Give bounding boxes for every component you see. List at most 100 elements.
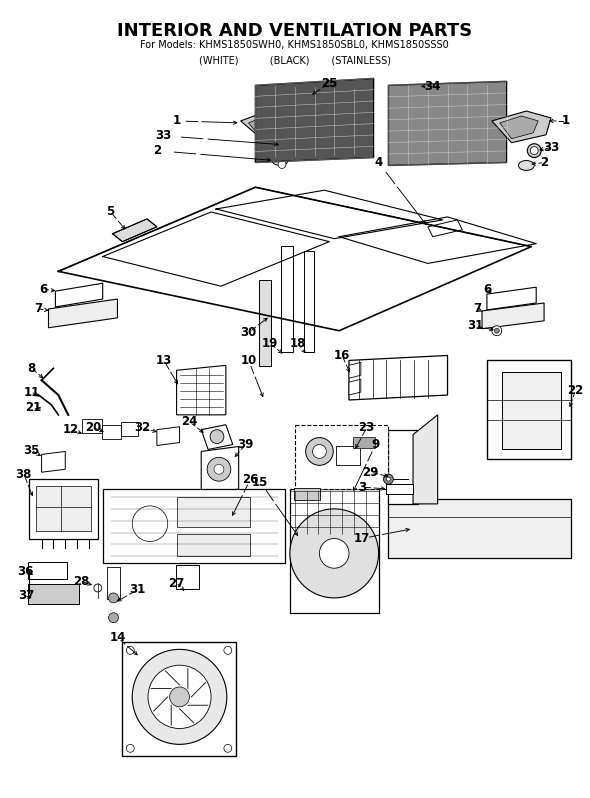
Polygon shape (48, 299, 117, 328)
Circle shape (278, 160, 286, 168)
Text: 15: 15 (252, 476, 268, 488)
Polygon shape (295, 425, 388, 489)
FancyBboxPatch shape (260, 280, 271, 366)
Polygon shape (157, 427, 179, 445)
Text: 12: 12 (63, 423, 79, 437)
Text: For Models: KHMS1850SWH0, KHMS1850SBL0, KHMS1850SSS0: For Models: KHMS1850SWH0, KHMS1850SBL0, … (140, 40, 449, 49)
Polygon shape (413, 415, 438, 504)
Text: 25: 25 (321, 77, 337, 90)
FancyBboxPatch shape (336, 445, 360, 465)
Polygon shape (388, 429, 418, 504)
Text: 32: 32 (134, 421, 150, 434)
Polygon shape (201, 425, 232, 449)
Text: 17: 17 (353, 532, 370, 545)
Text: 11: 11 (24, 385, 40, 398)
Circle shape (132, 650, 227, 745)
Circle shape (109, 593, 119, 602)
FancyBboxPatch shape (28, 584, 79, 604)
Polygon shape (487, 361, 571, 460)
Polygon shape (492, 111, 551, 143)
FancyBboxPatch shape (294, 488, 320, 500)
Text: 38: 38 (16, 468, 32, 480)
Circle shape (126, 646, 134, 654)
Text: 36: 36 (18, 565, 34, 578)
Text: 18: 18 (290, 337, 306, 350)
Text: 28: 28 (73, 575, 89, 587)
Text: (WHITE)          (BLACK)       (STAINLESS): (WHITE) (BLACK) (STAINLESS) (199, 56, 391, 65)
Text: 23: 23 (359, 421, 375, 434)
Text: 29: 29 (362, 466, 379, 479)
Text: 14: 14 (109, 631, 126, 644)
Circle shape (290, 509, 379, 598)
FancyBboxPatch shape (82, 419, 101, 433)
Polygon shape (248, 115, 283, 135)
Text: 7: 7 (35, 302, 42, 315)
Circle shape (224, 646, 232, 654)
Polygon shape (176, 365, 226, 415)
FancyBboxPatch shape (122, 422, 138, 436)
Circle shape (384, 474, 394, 484)
Circle shape (492, 326, 502, 336)
Text: 33: 33 (543, 141, 559, 154)
Text: 31: 31 (129, 583, 145, 596)
Text: 10: 10 (240, 354, 257, 367)
Text: 33: 33 (156, 129, 172, 142)
Circle shape (261, 305, 269, 313)
Polygon shape (241, 110, 295, 138)
Text: 7: 7 (473, 302, 481, 315)
Circle shape (494, 328, 499, 334)
Text: 2: 2 (540, 156, 548, 169)
Polygon shape (500, 116, 538, 139)
Text: 5: 5 (106, 205, 114, 219)
Circle shape (530, 147, 538, 155)
Polygon shape (295, 93, 329, 109)
Circle shape (263, 318, 268, 324)
Circle shape (313, 444, 326, 458)
Circle shape (132, 506, 168, 542)
Circle shape (170, 687, 189, 707)
Text: 6: 6 (40, 282, 48, 296)
Polygon shape (428, 220, 463, 237)
FancyBboxPatch shape (28, 563, 67, 579)
Text: 3: 3 (358, 480, 366, 494)
Polygon shape (122, 642, 235, 757)
Polygon shape (290, 489, 379, 613)
Text: 39: 39 (237, 438, 254, 451)
Circle shape (319, 539, 349, 568)
Circle shape (286, 142, 294, 150)
Polygon shape (487, 287, 536, 310)
Polygon shape (482, 303, 544, 329)
Text: 13: 13 (156, 354, 172, 367)
Polygon shape (388, 81, 507, 165)
Circle shape (94, 584, 101, 592)
Polygon shape (255, 78, 373, 163)
Polygon shape (42, 452, 65, 472)
Text: 21: 21 (25, 401, 42, 414)
Polygon shape (29, 479, 98, 539)
FancyBboxPatch shape (107, 567, 120, 598)
Text: 2: 2 (153, 144, 161, 157)
Text: 24: 24 (181, 415, 198, 429)
Polygon shape (349, 362, 361, 378)
Circle shape (126, 745, 134, 753)
Circle shape (148, 666, 211, 729)
Circle shape (109, 613, 119, 622)
Polygon shape (176, 497, 251, 527)
Polygon shape (349, 355, 448, 400)
Polygon shape (176, 534, 251, 556)
Text: 31: 31 (467, 319, 483, 332)
FancyBboxPatch shape (353, 437, 375, 448)
Circle shape (210, 429, 224, 444)
Text: 1: 1 (172, 114, 181, 128)
Text: 37: 37 (18, 590, 34, 602)
FancyBboxPatch shape (281, 246, 293, 351)
Circle shape (306, 437, 333, 465)
Polygon shape (35, 486, 91, 531)
Ellipse shape (272, 156, 288, 165)
Text: 19: 19 (262, 337, 278, 350)
Circle shape (224, 745, 232, 753)
Text: 20: 20 (85, 421, 101, 434)
Text: 27: 27 (169, 577, 185, 590)
Text: 22: 22 (568, 384, 584, 397)
Circle shape (527, 144, 541, 157)
